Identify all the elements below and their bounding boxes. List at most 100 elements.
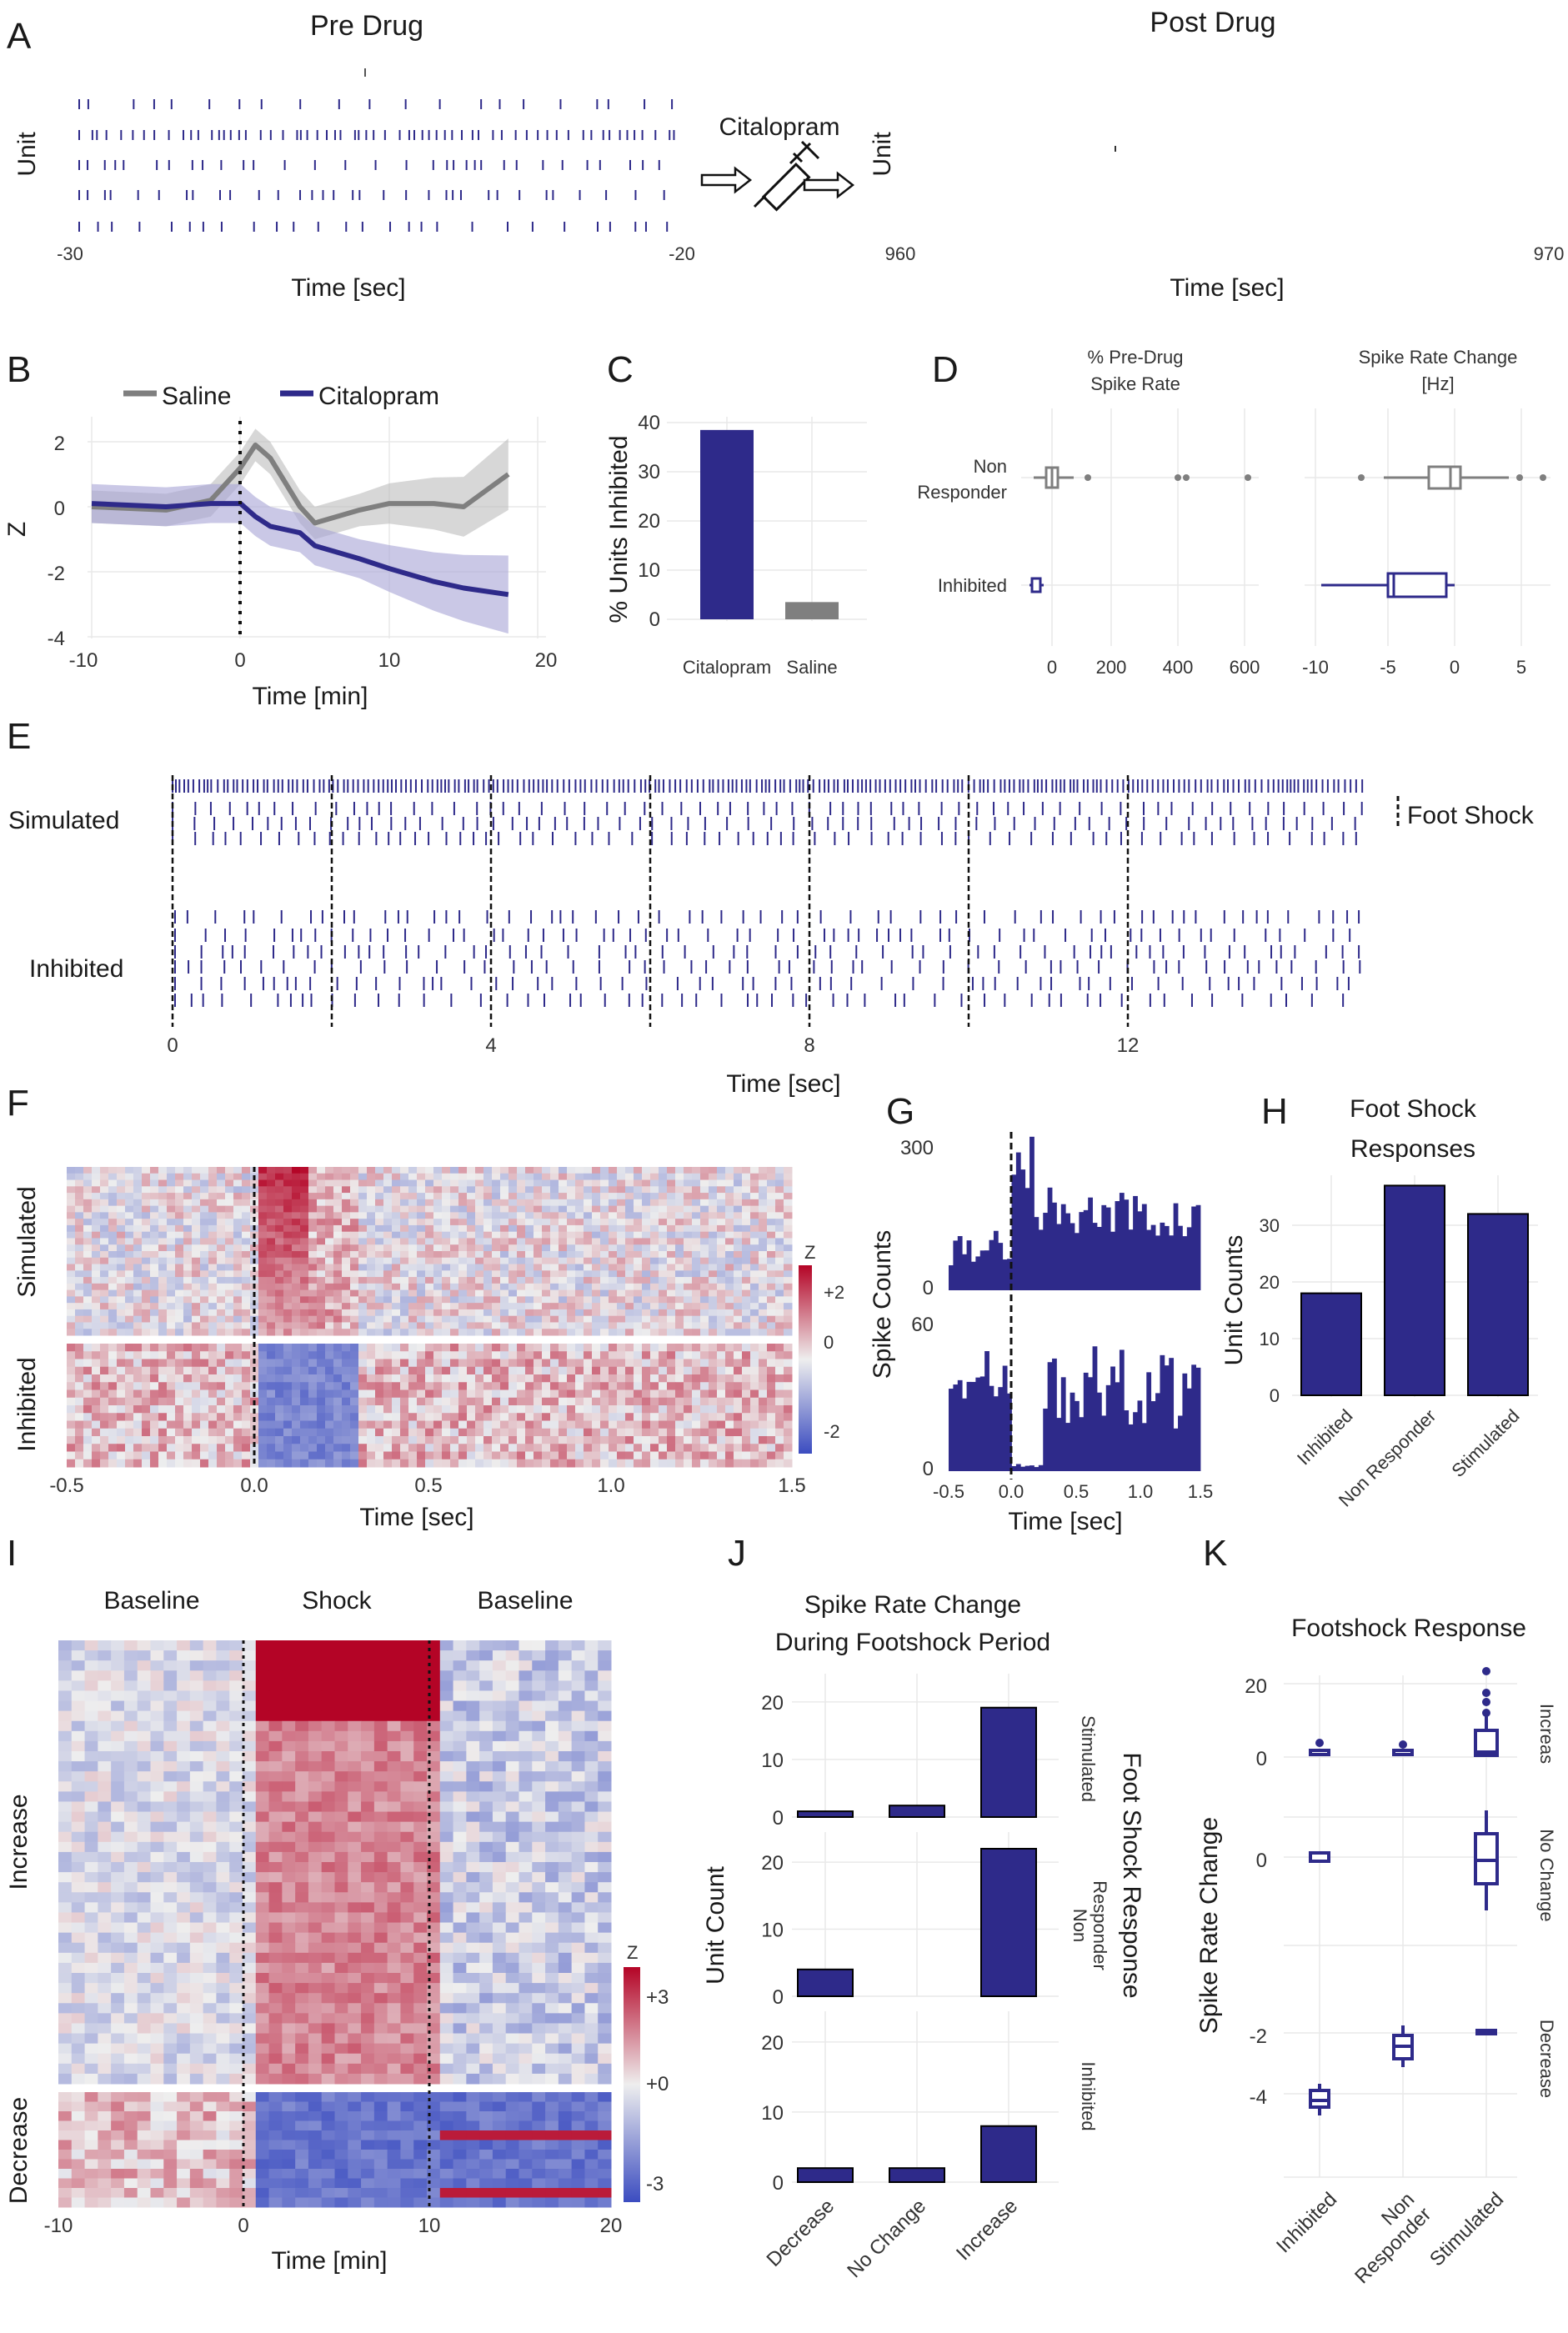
heat-cell xyxy=(367,1436,376,1444)
heat-cell xyxy=(775,1257,784,1265)
heat-cell xyxy=(709,1277,718,1284)
heat-cell xyxy=(267,1413,276,1421)
heat-cell xyxy=(592,1374,601,1383)
heat-cell xyxy=(292,1296,301,1304)
heat-cell xyxy=(225,1244,234,1252)
heat-cell xyxy=(325,1451,334,1460)
heat-cell xyxy=(133,1219,143,1226)
heat-cell xyxy=(192,1428,201,1437)
heat-cell xyxy=(408,1374,418,1383)
heat-cell xyxy=(750,1186,759,1194)
heat-cell xyxy=(300,1244,309,1252)
heat-cell xyxy=(684,1238,693,1245)
y-tick: 300 xyxy=(900,1137,934,1159)
heat-cell xyxy=(292,1303,301,1310)
heat-cell xyxy=(692,1344,701,1352)
heat-cell xyxy=(634,1212,643,1219)
heat-cell xyxy=(375,1186,384,1194)
heat-cell xyxy=(308,1451,318,1460)
heat-cell xyxy=(650,1309,659,1317)
heat-cell xyxy=(233,1264,243,1271)
histogram-bar xyxy=(1060,1204,1066,1290)
heat-cell xyxy=(450,1420,459,1429)
heat-cell xyxy=(158,1309,168,1317)
heat-cell xyxy=(408,1382,418,1390)
x-tick: 1.5 xyxy=(778,1474,805,1497)
heat-cell xyxy=(492,1289,501,1297)
heat-cell xyxy=(475,1270,484,1278)
heat-cell xyxy=(508,1224,518,1233)
heat-cell xyxy=(592,1420,601,1429)
heat-cell xyxy=(458,1224,468,1233)
heat-cell xyxy=(467,1428,476,1437)
heat-cell xyxy=(675,1219,684,1226)
heat-cell xyxy=(292,1444,301,1452)
heat-cell xyxy=(383,1322,393,1329)
heat-cell xyxy=(225,1251,234,1259)
heat-cell xyxy=(108,1428,118,1437)
heat-cell xyxy=(275,1444,284,1452)
heat-cell xyxy=(92,1382,101,1390)
heat-cell xyxy=(625,1270,634,1278)
heat-cell xyxy=(584,1199,593,1207)
heat-cell xyxy=(725,1451,734,1460)
heat-cell xyxy=(550,1283,559,1291)
heat-cell xyxy=(667,1366,676,1375)
heat-cell xyxy=(659,1382,668,1390)
heat-cell xyxy=(217,1238,226,1245)
heat-cell xyxy=(242,1238,251,1245)
heat-cell xyxy=(675,1231,684,1239)
heat-cell xyxy=(775,1303,784,1310)
heat-cell xyxy=(725,1382,734,1390)
heat-cell xyxy=(400,1296,409,1304)
heat-cell xyxy=(534,1289,543,1297)
heat-cell xyxy=(479,1650,493,1661)
heat-cell xyxy=(375,1238,384,1245)
heat-cell xyxy=(167,1451,176,1460)
heat-cell xyxy=(525,1459,534,1468)
heat-cell xyxy=(133,1224,143,1233)
histogram-bar xyxy=(1011,1174,1017,1290)
heat-cell xyxy=(308,1428,318,1437)
heat-cell xyxy=(242,1257,251,1265)
heat-cell xyxy=(500,1251,509,1259)
heat-cell xyxy=(225,1322,234,1329)
heat-cell xyxy=(100,1459,109,1468)
heat-cell xyxy=(634,1199,643,1207)
histogram-bar xyxy=(1056,1224,1062,1290)
heat-cell xyxy=(208,1231,218,1239)
heat-cell xyxy=(150,1382,159,1390)
heat-cell xyxy=(350,1270,359,1278)
heat-cell xyxy=(317,1244,326,1252)
heat-cell xyxy=(417,1444,426,1452)
heat-cell xyxy=(600,1420,609,1429)
heat-cell xyxy=(308,1420,318,1429)
heat-cell xyxy=(217,1277,226,1284)
heat-cell xyxy=(133,1405,143,1414)
heat-cell xyxy=(517,1428,526,1437)
heat-cell xyxy=(233,1199,243,1207)
heat-cell xyxy=(725,1238,734,1245)
heat-cell xyxy=(567,1382,576,1390)
heat-cell xyxy=(200,1359,209,1368)
x-axis-label: Time [sec] xyxy=(1170,274,1284,302)
heat-cell xyxy=(442,1397,451,1406)
heat-cell xyxy=(300,1366,309,1375)
heat-cell xyxy=(167,1244,176,1252)
heat-cell xyxy=(734,1329,743,1336)
heat-cell xyxy=(659,1205,668,1213)
heat-cell xyxy=(717,1270,726,1278)
heat-cell xyxy=(158,1459,168,1468)
heat-cell xyxy=(233,1296,243,1304)
heat-cell xyxy=(775,1244,784,1252)
heat-cell xyxy=(233,1186,243,1194)
heat-cell xyxy=(567,1428,576,1437)
heat-cell xyxy=(592,1382,601,1390)
heat-cell xyxy=(75,1199,84,1207)
heat-cell xyxy=(333,1238,343,1245)
heat-cell xyxy=(408,1436,418,1444)
heat-cell xyxy=(158,1296,168,1304)
heat-cell xyxy=(500,1322,509,1329)
heat-cell xyxy=(584,1389,593,1399)
heat-cell xyxy=(408,1277,418,1284)
